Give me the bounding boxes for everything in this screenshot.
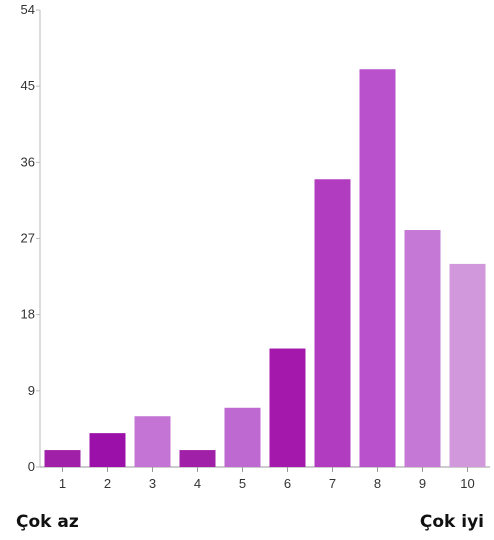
bar-2 <box>89 433 126 467</box>
left-end-label: Çok az <box>16 512 79 532</box>
bar-5 <box>224 407 261 467</box>
y-tick-label: 27 <box>21 231 35 246</box>
bar-4 <box>179 450 216 467</box>
bar-6 <box>269 348 306 467</box>
y-tick-label: 9 <box>28 383 35 398</box>
bar-1 <box>44 450 81 467</box>
y-tick-label: 0 <box>28 459 35 474</box>
bars <box>44 69 486 468</box>
x-tick-label: 9 <box>419 476 426 491</box>
x-ticks: 1 2 3 4 5 6 7 8 9 10 <box>59 467 475 491</box>
x-tick-label: 1 <box>59 476 66 491</box>
x-tick-label: 3 <box>149 476 156 491</box>
x-tick-label: 8 <box>374 476 381 491</box>
bar-10 <box>449 263 486 467</box>
bar-3 <box>134 416 171 467</box>
y-tick-label: 54 <box>21 2 35 17</box>
x-tick-label: 4 <box>194 476 201 491</box>
x-tick-label: 6 <box>284 476 291 491</box>
y-tick-label: 36 <box>21 154 35 169</box>
bar-8 <box>359 69 396 468</box>
x-tick-label: 10 <box>460 476 474 491</box>
y-tick-label: 18 <box>21 307 35 322</box>
x-tick-label: 7 <box>329 476 336 491</box>
right-end-label: Çok iyi <box>420 512 484 532</box>
bar-9 <box>404 230 441 467</box>
bar-7 <box>314 179 351 467</box>
y-ticks: 0 9 18 27 36 45 54 <box>21 2 40 474</box>
x-tick-label: 5 <box>239 476 246 491</box>
y-tick-label: 45 <box>21 78 35 93</box>
x-tick-label: 2 <box>104 476 111 491</box>
